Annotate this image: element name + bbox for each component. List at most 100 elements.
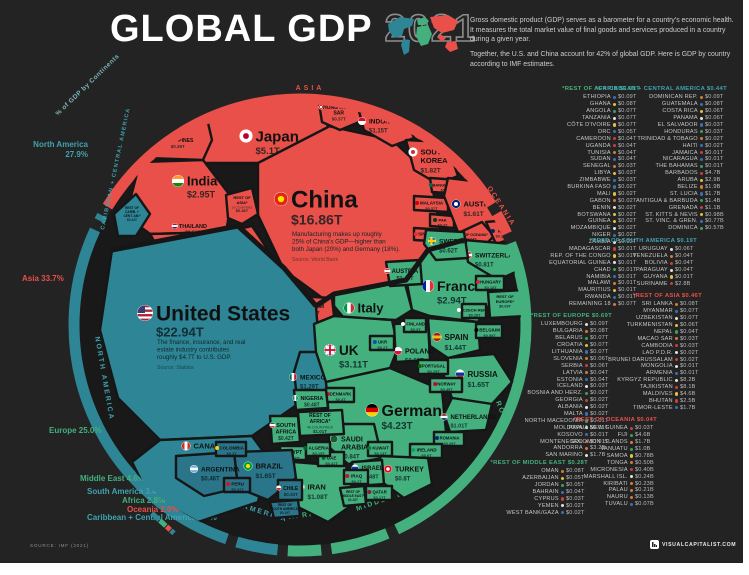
list-country-value: $0.02T (566, 502, 585, 509)
list-country-name: MADAGASCAR (569, 246, 611, 253)
flag-dot-icon (560, 511, 564, 515)
country-name: CZECH REP. (463, 307, 487, 312)
list-item: BELIZE $1.9B (595, 184, 727, 191)
country-value: $0.2T (377, 345, 388, 350)
list-item: PARAGUAY $0.04T (590, 267, 697, 274)
country-name: SAUDI (341, 437, 363, 444)
flag-dot-icon (674, 344, 678, 348)
country-name: ISRAEL (362, 466, 384, 472)
country-value: $16.86T (291, 212, 343, 228)
cell-colombia: COLOMBIA$0.3T (214, 440, 248, 458)
flag-icon-australia (451, 199, 461, 209)
list-country-name: LITHUANIA (551, 349, 583, 355)
flag-dot-icon (584, 405, 588, 409)
list-country-value: $0.01T (590, 438, 609, 445)
list-country-name: CAMBODIA (641, 342, 673, 349)
list-country-value: $0.06T (705, 115, 724, 122)
list-item: TAJIKISTAN $8.1B (608, 384, 702, 391)
flag-dot-icon (629, 447, 633, 451)
flag-dot-icon (612, 281, 616, 286)
list-country-name: ZAMBIA (588, 239, 611, 246)
list-country-value: $0.06T (680, 322, 699, 329)
list-country-value: $0.04T (618, 149, 637, 156)
list-item: NIGER $0.02T (549, 232, 640, 239)
list-country-value: $0.01T (618, 287, 637, 294)
list-country-value: $0.04T (566, 489, 585, 496)
flag-dot-icon (584, 329, 588, 333)
list-country-name: BAHRAIN (532, 489, 559, 496)
list-country-name: ANGOLA (586, 108, 611, 115)
list-item: LUXEMBOURG $0.09T (525, 321, 612, 328)
country-note-source: Source: Statista (157, 365, 194, 371)
ring-segment-africa (287, 544, 322, 557)
list-country-name: ESTONIA (556, 376, 583, 383)
list-country-value: $0.08T (680, 301, 699, 308)
flag-dot-icon (674, 316, 678, 320)
cell-algeria: ALGERIA$0.15T (303, 440, 332, 458)
percent-label-2: Europe 25.0% (49, 426, 101, 435)
list-country-name: MALAWI (587, 280, 611, 287)
list-country-value: $0.08T (705, 101, 724, 108)
list-country-name: CROATIA (556, 342, 583, 349)
country-name: MALAYSIA (420, 201, 444, 206)
list-item: RWANDA $0.01T (549, 294, 640, 301)
list-country-name: AZERBAIJAN (522, 475, 559, 482)
list-country-value: $0.01T (705, 149, 724, 156)
country-value: $0.04T (466, 237, 478, 241)
country-name: THAILAND (179, 224, 207, 230)
list-country-name: VANUATU (600, 446, 628, 453)
flag-icon-italy (343, 302, 355, 314)
cell-kuwait: KUWAIT$0.14T (366, 440, 394, 458)
country-name: UKR (378, 340, 387, 345)
list-item: TIMOR-LESTE $1.7B (608, 404, 702, 411)
cell-spain: SPAIN $1.44T (426, 316, 482, 360)
ring-segment-europe (394, 241, 532, 535)
flag-dot-icon (612, 164, 616, 168)
country-value: $1.29T (300, 384, 319, 390)
visualcapitalist-brand: VISUALCAPITALIST.COM (650, 540, 736, 549)
country-name: DENMARK (330, 392, 351, 397)
country-name: PERU (231, 482, 244, 487)
list-item: NAMIBIA $0.01T (549, 273, 640, 280)
list-country-value: $0.02T (618, 232, 637, 239)
list-country-name: JORDAN (534, 482, 559, 489)
list-country-value: $2.9B (705, 177, 721, 184)
list-country-value: $0.07T (590, 342, 609, 349)
flag-dot-icon (560, 490, 564, 494)
cell-norway: NORWAY$0.45T (428, 376, 464, 394)
country-name: ALGERIA (308, 446, 329, 451)
country-value: $1.82T (421, 168, 441, 175)
country-value: $4.23T (382, 421, 413, 432)
list-country-name: ST. LUCIA (669, 190, 698, 197)
list-country-value: $0.07T (618, 108, 637, 115)
list-item: UZBEKISTAN $0.07T (608, 315, 702, 322)
flag-dot-icon (584, 336, 588, 340)
flag-dot-icon (560, 476, 564, 480)
list-country-value: $0.06T (590, 355, 609, 362)
list-country-value: $0.07T (590, 349, 609, 355)
flag-dot-icon (612, 212, 616, 217)
flag-dot-icon (584, 412, 588, 416)
country-name: MEXICO (300, 374, 326, 381)
cell-finland: FINLAND$0.3T (400, 316, 428, 334)
country-name: KOREA (421, 156, 449, 165)
list-item: ESTONIA $0.04T (525, 376, 612, 383)
list-item: ETHIOPIA $0.09T (549, 94, 640, 101)
list-country-value: $0.02T (618, 225, 637, 232)
list-country-name: LATVIA (562, 369, 583, 376)
list-country-value: $0.02T (590, 397, 609, 404)
country-value: $1.01T (313, 429, 327, 434)
country-name: SOUTH (276, 423, 295, 429)
flag-icon-poland (394, 347, 402, 355)
list-country-value: $0.04T (590, 376, 609, 383)
page-border-bottom (0, 563, 749, 575)
flag-dot-icon (699, 157, 703, 162)
list-country-name: DRC (598, 128, 611, 135)
flag-dot-icon (629, 426, 633, 431)
list-item: BARBADOS $4.7B (595, 170, 727, 177)
flag-icon-japan (239, 129, 253, 143)
flag-dot-icon (699, 116, 703, 120)
list-item: CROATIA $0.07T (525, 342, 612, 349)
list-country-value: $1.7B (590, 452, 606, 459)
